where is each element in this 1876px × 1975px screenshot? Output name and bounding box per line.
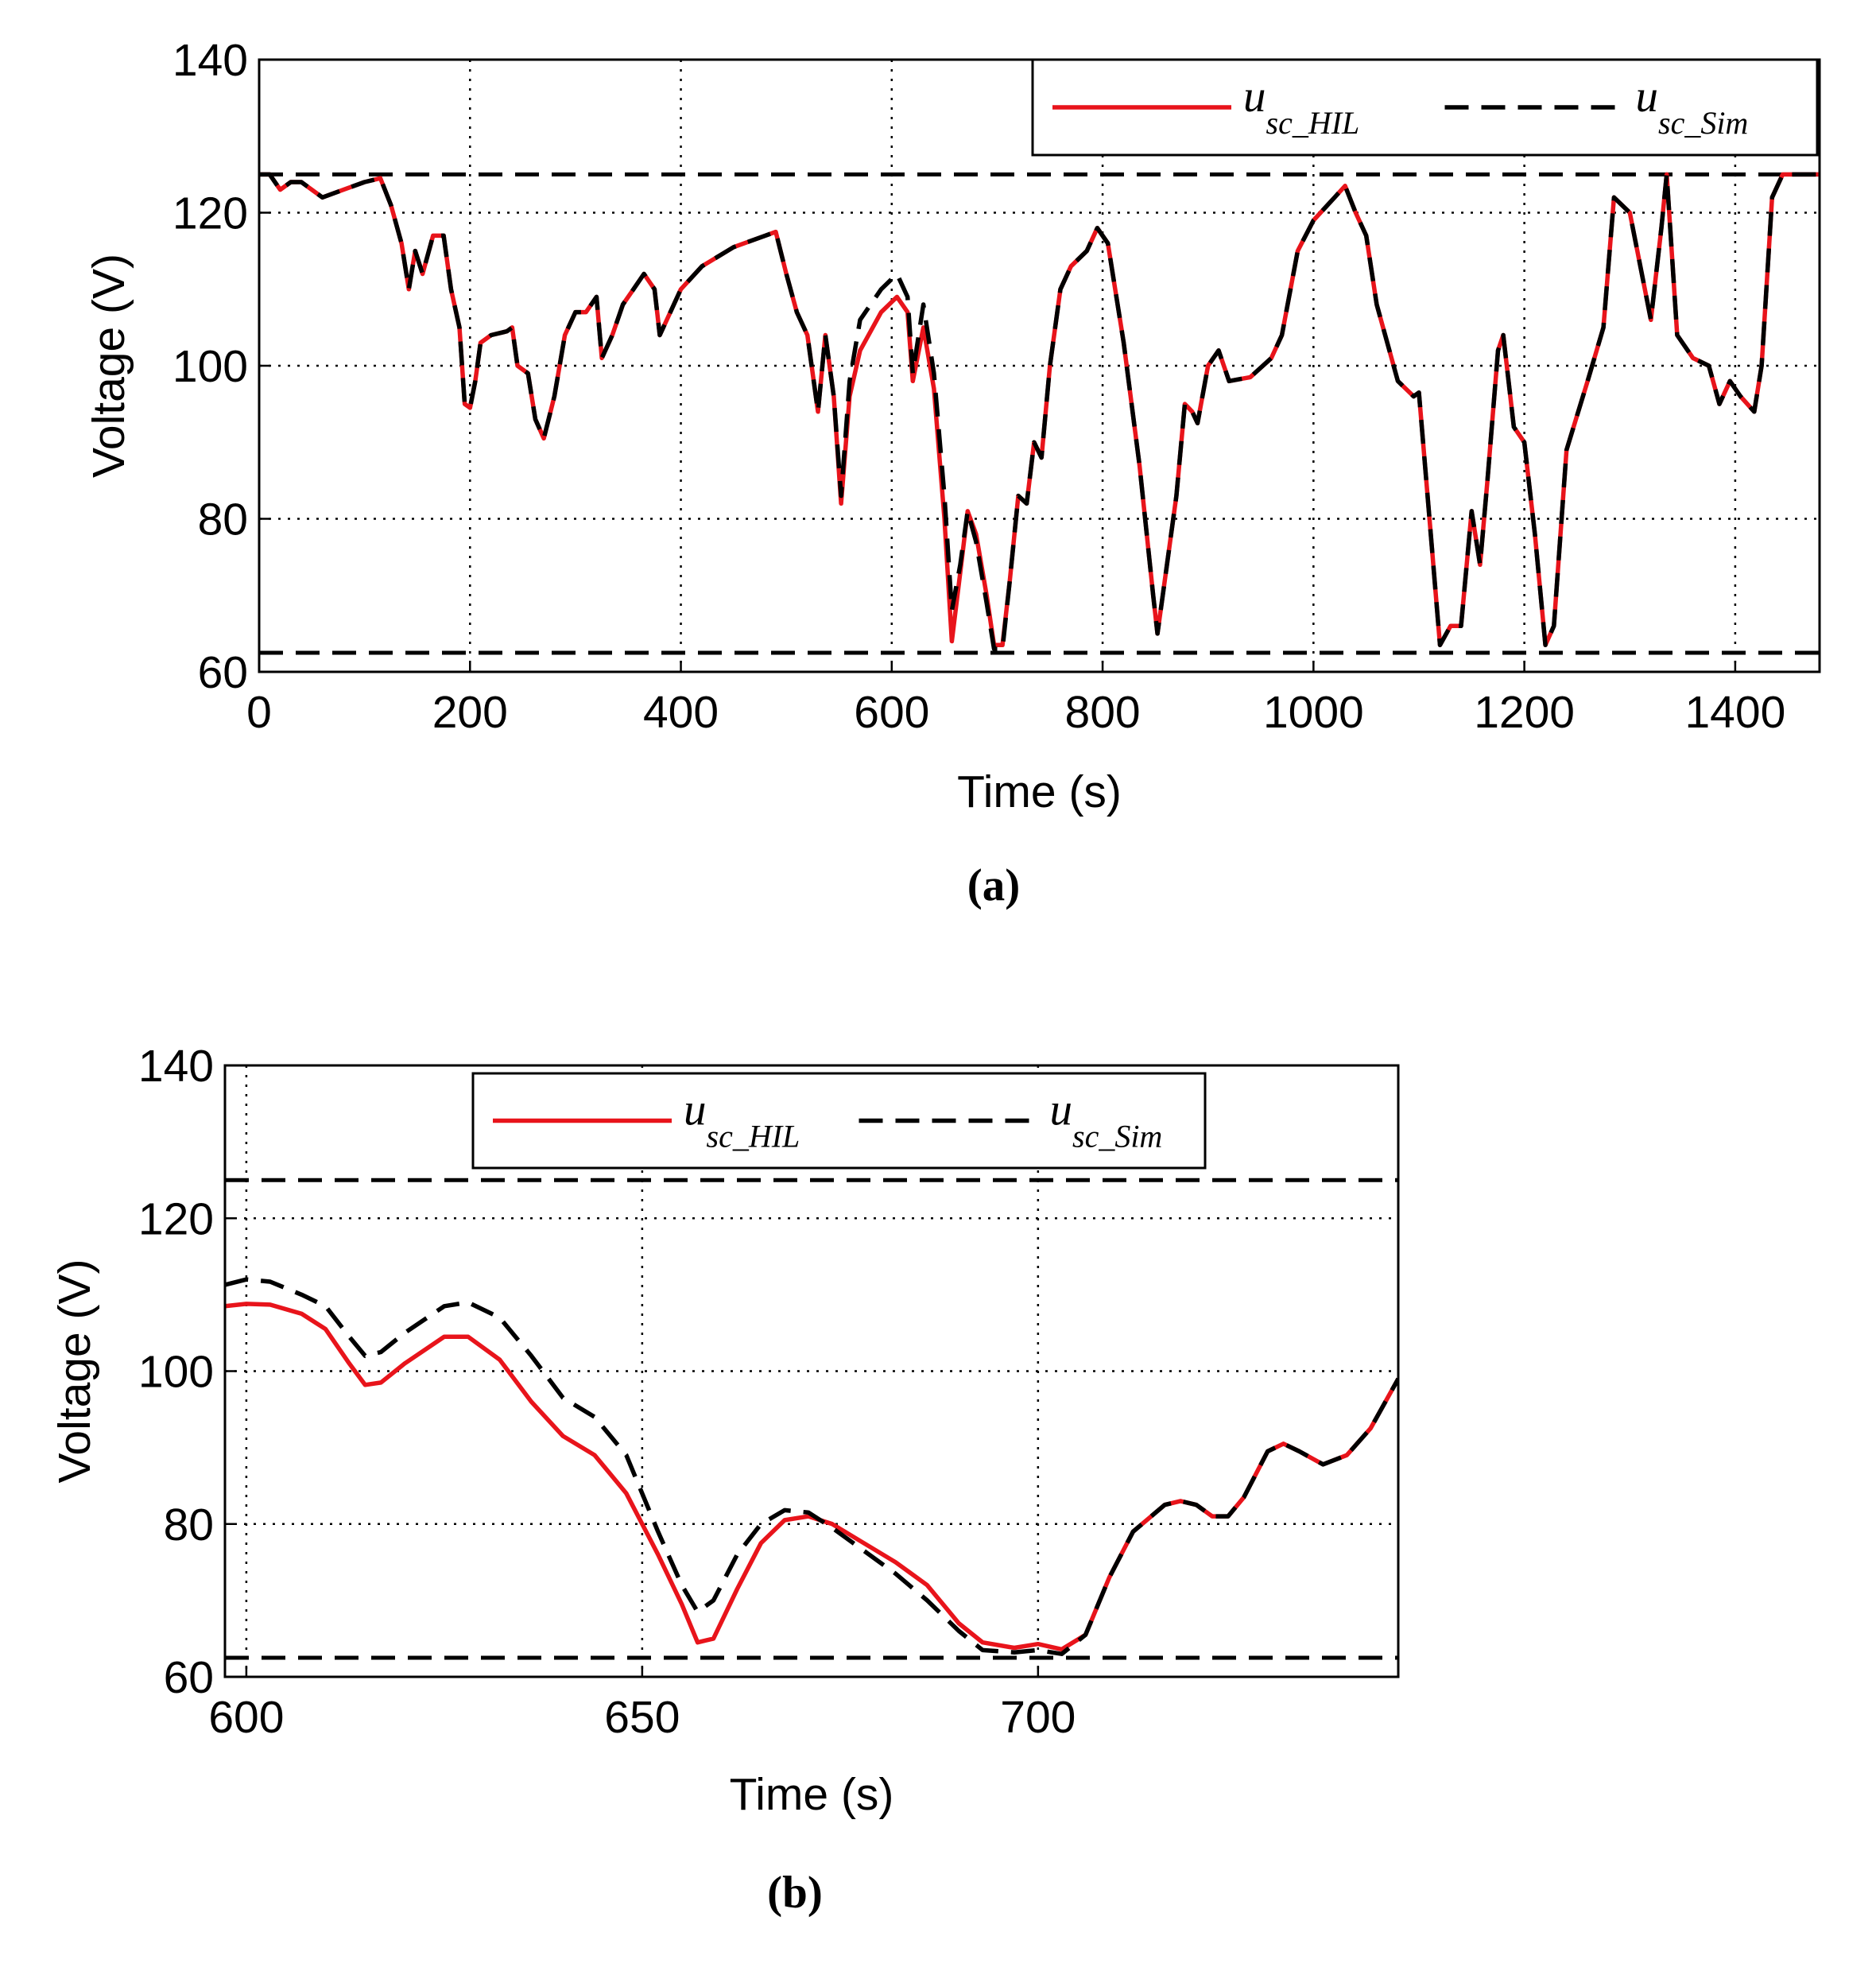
y-tick-label: 100 [138,1347,214,1398]
series-line [225,1277,1398,1656]
legend-label: usc_Sim [1636,72,1749,141]
y-tick-label: 80 [164,1500,214,1550]
plot-frame [223,1064,1400,1678]
x-tick-label: 0 [246,687,272,738]
y-tick-label: 60 [164,1652,214,1703]
legend-name: u [684,1085,707,1135]
y-axis-label: Voltage (V) [83,254,134,478]
caption: (a) [967,860,1020,910]
x-tick-label: 800 [1065,687,1141,738]
x-tick-label: 200 [432,687,508,738]
legend-label: usc_HIL [1243,72,1359,141]
series-line [225,1302,1398,1652]
legend-label: usc_HIL [684,1085,800,1154]
y-axis-label: Voltage (V) [49,1259,100,1484]
y-tick-label: 80 [198,495,248,545]
legend-subscript: sc_HIL [1266,105,1360,141]
x-tick-label: 700 [1000,1692,1076,1743]
y-tick-label: 140 [172,35,248,86]
y-tick-label: 100 [172,341,248,392]
x-tick-label: 1200 [1474,687,1575,738]
y-tick-label: 60 [198,647,248,698]
x-tick-label: 400 [643,687,719,738]
x-tick-label: 650 [604,1692,680,1743]
series-line [259,172,1820,648]
y-tick-label: 140 [138,1041,214,1092]
x-tick-label: 1400 [1684,687,1785,738]
y-tick-label: 120 [172,188,248,239]
legend-subscript: sc_HIL [707,1119,800,1154]
legend-subscript: sc_Sim [1658,105,1748,141]
legend-name: u [1050,1085,1073,1135]
x-tick-label: 600 [208,1692,284,1743]
legend-subscript: sc_Sim [1072,1119,1162,1154]
legend-name: u [1243,72,1266,122]
y-tick-label: 120 [138,1193,214,1244]
series-line [259,172,1820,651]
legend-name: u [1636,72,1659,122]
x-tick-label: 600 [854,687,929,738]
caption: (b) [767,1868,823,1918]
x-axis-label: Time (s) [730,1769,894,1820]
x-tick-label: 1000 [1263,687,1364,738]
legend-label: usc_Sim [1050,1085,1163,1154]
x-axis-label: Time (s) [957,766,1122,817]
